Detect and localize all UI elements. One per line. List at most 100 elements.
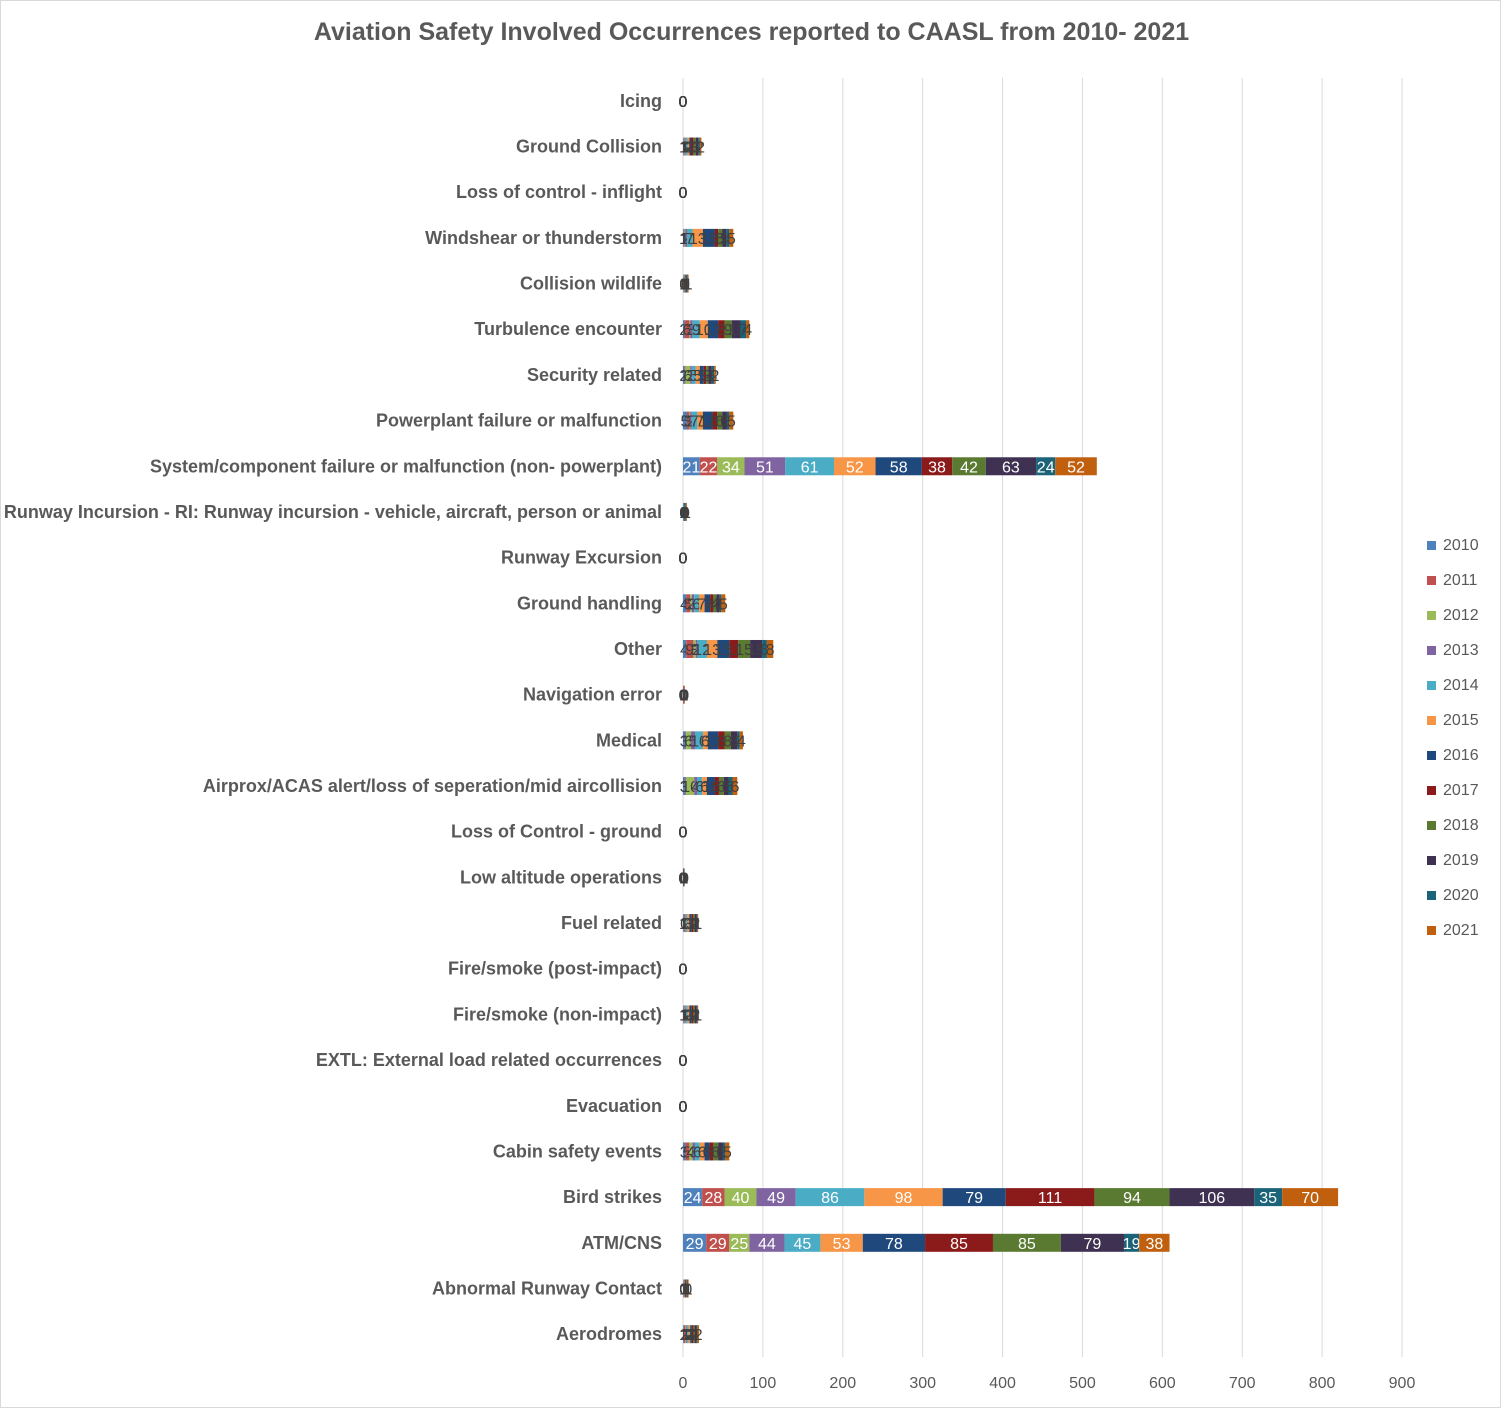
bar-segment	[1254, 1188, 1283, 1207]
data-label: 3	[684, 414, 693, 431]
legend: 2010 2011 2012 2013 2014 2015 2016 2017 2018 2019…	[1427, 528, 1497, 948]
bar-segment	[689, 320, 691, 339]
bar-segment	[686, 274, 688, 293]
bar-segment	[721, 594, 726, 613]
bar-segment	[683, 502, 684, 521]
data-label: 1	[681, 505, 690, 522]
x-tick-label: 300	[909, 1375, 936, 1392]
bar-segment	[685, 502, 687, 521]
data-label: 0	[679, 94, 688, 111]
data-label: 1	[681, 277, 690, 294]
data-label: 4	[691, 779, 700, 796]
data-label: 5	[727, 231, 736, 248]
bar-segment	[718, 777, 724, 796]
data-label: 6	[684, 733, 693, 750]
data-label: 0	[679, 1053, 688, 1070]
bar-segment	[729, 228, 734, 247]
data-label: 3	[686, 1007, 695, 1024]
data-label: 0	[679, 825, 688, 842]
data-label: 1	[685, 322, 694, 339]
data-label: 5	[697, 368, 706, 385]
data-label: 4	[723, 231, 732, 248]
legend-item: 2014	[1427, 668, 1497, 703]
bar-segment	[686, 411, 690, 430]
legend-item: 2020	[1427, 878, 1497, 913]
data-label: 2	[691, 916, 700, 933]
data-label: 0	[679, 551, 688, 568]
bar-segment	[704, 594, 711, 613]
bar-segment	[746, 320, 750, 339]
legend-label: 2012	[1443, 606, 1479, 624]
data-label: 0	[679, 94, 688, 111]
data-label: 0	[679, 1099, 688, 1116]
bar-segment	[785, 457, 834, 476]
bar-segment	[714, 228, 719, 247]
data-label: 0	[679, 94, 688, 111]
bar-segment	[724, 1188, 757, 1207]
bar-segment	[686, 731, 691, 750]
data-label: 8	[730, 733, 739, 750]
data-label: 0	[679, 825, 688, 842]
data-label: 7	[690, 414, 699, 431]
bar-segment	[731, 320, 741, 339]
legend-label: 2019	[1443, 851, 1479, 869]
legend-label: 2018	[1443, 816, 1479, 834]
bar-segment	[683, 1325, 684, 1344]
data-label: 1	[680, 1007, 689, 1024]
x-tick-label: 700	[1229, 1375, 1256, 1392]
bar-segment	[683, 502, 685, 521]
data-label: 0	[679, 962, 688, 979]
bar-segment	[921, 457, 953, 476]
data-label: 24	[1037, 459, 1055, 476]
category-label: Abnormal Runway Contact	[432, 1278, 662, 1298]
bar-segment	[695, 137, 699, 156]
x-tick-label: 0	[679, 1375, 688, 1392]
data-label: 111	[1038, 1190, 1062, 1207]
data-label: 0	[680, 688, 689, 705]
data-label: 0	[679, 551, 688, 568]
bar-segment	[690, 1325, 692, 1344]
data-label: 6	[716, 1144, 725, 1161]
data-label: 6	[698, 1144, 707, 1161]
data-label: 0	[679, 1099, 688, 1116]
legend-label: 2016	[1443, 746, 1479, 764]
data-label: 13	[704, 322, 722, 339]
legend-label: 2017	[1443, 781, 1479, 799]
bar-segment	[744, 457, 786, 476]
category-label: Medical	[596, 730, 662, 750]
data-label: 45	[794, 1236, 812, 1253]
data-label: 0	[679, 94, 688, 111]
data-label: 5	[707, 1144, 716, 1161]
bar-segment	[685, 137, 687, 156]
data-label: 0	[679, 1099, 688, 1116]
bar-segment	[725, 1142, 730, 1161]
bar-segment	[992, 1233, 1061, 1252]
data-label: 0	[679, 962, 688, 979]
data-label: 3	[689, 596, 698, 613]
data-label: 0	[679, 551, 688, 568]
data-label: 1	[684, 1281, 693, 1298]
data-label: 0	[679, 1099, 688, 1116]
data-label: 0	[679, 551, 688, 568]
bar-segment	[875, 457, 922, 476]
data-label: 3	[688, 140, 697, 157]
legend-swatch	[1427, 611, 1436, 620]
data-label: 22	[700, 459, 718, 476]
bar-segment	[730, 731, 738, 750]
bar-segment	[685, 228, 687, 247]
legend-swatch	[1427, 681, 1436, 690]
bar-segment	[833, 457, 876, 476]
data-label: 51	[756, 459, 774, 476]
data-label: 29	[709, 1236, 727, 1253]
category-label: Fire/smoke (non-impact)	[453, 1004, 662, 1024]
bar-segment	[1123, 1233, 1140, 1252]
data-label: 6	[703, 1144, 712, 1161]
data-label: 1	[679, 688, 688, 705]
bar-segment	[719, 594, 722, 613]
data-label: 1	[679, 870, 688, 887]
bar-segment	[694, 1325, 697, 1344]
bar-segment	[722, 228, 727, 247]
bar-segment	[683, 685, 685, 704]
bar-segment	[724, 320, 732, 339]
data-label: 0	[679, 962, 688, 979]
